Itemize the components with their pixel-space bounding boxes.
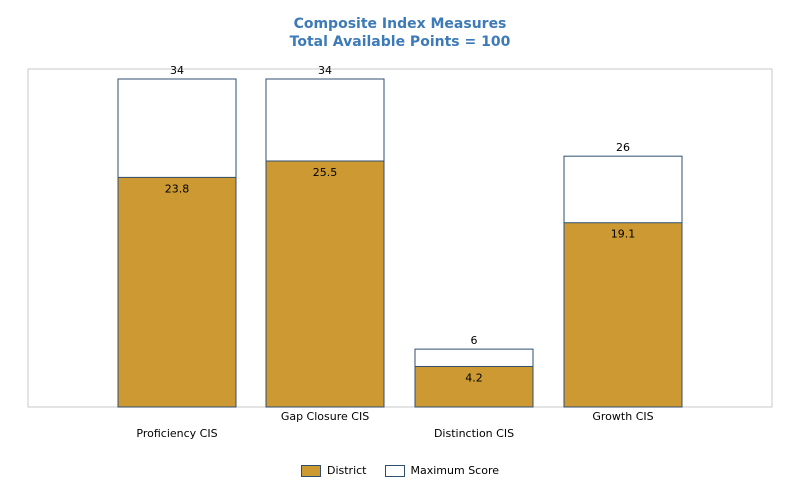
data-label-district-gap-closure-cis: 25.5 [313, 166, 338, 179]
data-label-maximum-distinction-cis: 6 [471, 334, 478, 347]
legend-item-maximum-score: Maximum Score [384, 464, 500, 477]
legend-label-district: District [326, 464, 367, 477]
bars-layer: 34 23.8 Proficiency CIS 34 25.5 Gap Closure C… [117, 64, 683, 440]
legend-item-district: District [300, 464, 367, 477]
legend: District Maximum Score [0, 464, 800, 477]
legend-swatch-maximum-score [384, 464, 405, 477]
category-label-distinction-cis: Distinction CIS [434, 427, 514, 440]
bar-district-proficiency-cis [117, 176, 237, 408]
legend-label-maximum-score: Maximum Score [410, 464, 500, 477]
data-label-maximum-growth-cis: 26 [616, 141, 630, 154]
chart-subtitle: Total Available Points = 100 [289, 34, 511, 50]
data-label-maximum-proficiency-cis: 34 [170, 64, 184, 77]
data-label-maximum-gap-closure-cis: 34 [318, 64, 332, 77]
category-label-gap-closure-cis: Gap Closure CIS [281, 410, 369, 423]
bar-district-distinction-cis [414, 365, 534, 408]
legend-swatch-district [300, 464, 321, 477]
bar-district-growth-cis [563, 222, 683, 408]
chart-title: Composite Index Measures [293, 16, 507, 32]
chart-canvas: 34 23.8 Proficiency CIS 34 25.5 Gap Closure C… [27, 64, 773, 440]
bar-district-gap-closure-cis [265, 160, 385, 408]
data-label-district-proficiency-cis: 23.8 [165, 182, 190, 195]
data-label-district-distinction-cis: 4.2 [465, 371, 483, 384]
category-label-proficiency-cis: Proficiency CIS [136, 427, 217, 440]
chart-title-block: Composite Index Measures Total Available… [0, 15, 800, 51]
data-label-district-growth-cis: 19.1 [611, 228, 636, 241]
category-label-growth-cis: Growth CIS [592, 410, 653, 423]
